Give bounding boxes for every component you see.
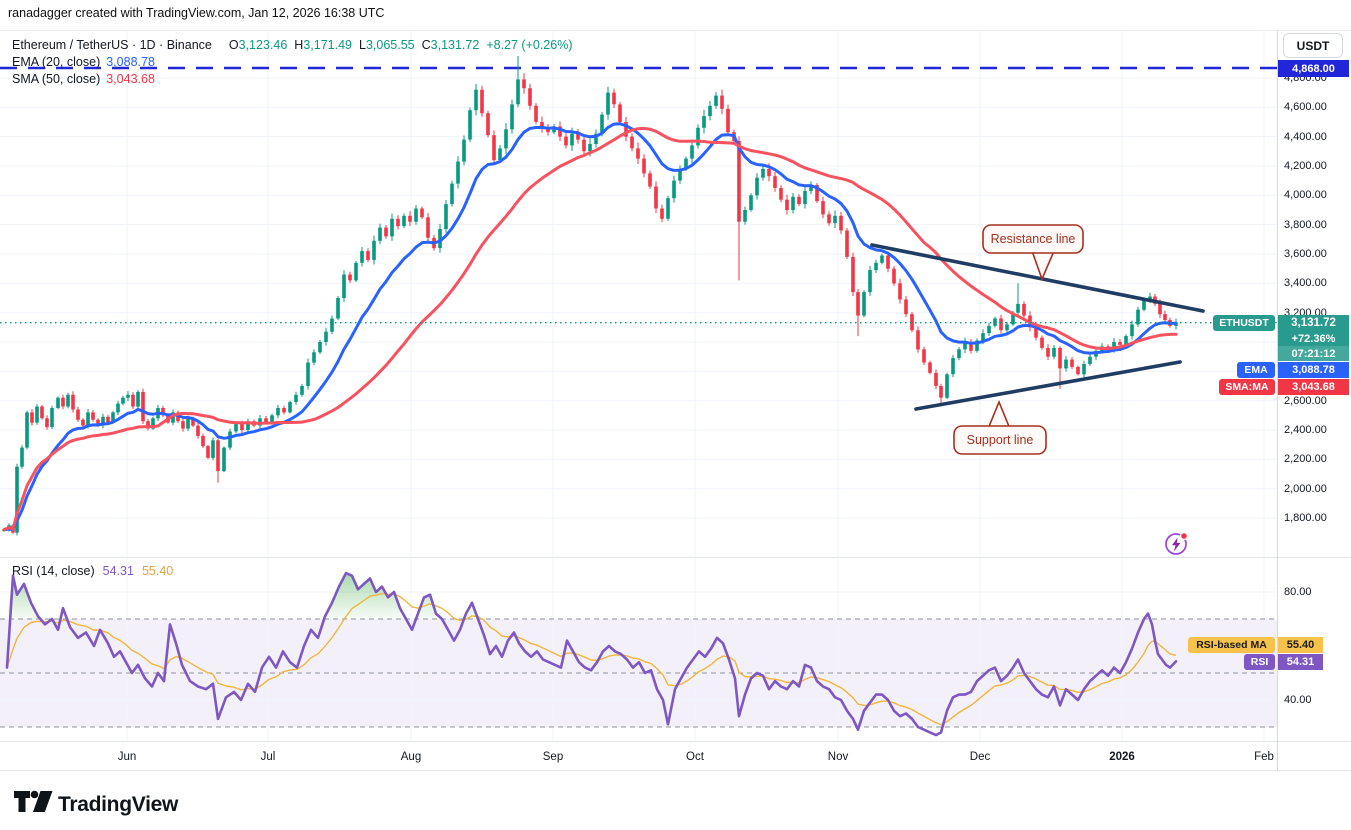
symbol-title: Ethereum / TetherUS · 1D · Binance xyxy=(12,38,212,52)
time-axis-label: Aug xyxy=(400,751,422,763)
support-trendline[interactable] xyxy=(914,360,1182,411)
rsi-pill: RSI xyxy=(1244,654,1275,670)
logo-wordmark: TradingView xyxy=(58,793,179,816)
header-divider xyxy=(0,30,1351,31)
price-axis-label: 1,800.00 xyxy=(1284,512,1327,524)
lightning-bolt-icon xyxy=(1172,537,1181,552)
rsi-ma-value-badge: 55.40 xyxy=(1278,637,1323,653)
logo-glyph-one xyxy=(14,791,30,812)
price-axis-border xyxy=(1277,30,1278,770)
currency-unit-button[interactable]: USDT xyxy=(1283,33,1343,58)
price-axis-label: 2,200.00 xyxy=(1284,453,1327,466)
price-axis-label: 2,000.00 xyxy=(1284,482,1327,495)
main-price-pane[interactable]: Resistance line Support line xyxy=(0,30,1277,558)
support-callout[interactable]: Support line xyxy=(953,399,1047,455)
price-axis-label: 3,600.00 xyxy=(1284,247,1327,260)
attribution-watermark: ranadagger created with TradingView.com,… xyxy=(8,6,385,20)
pane-separator[interactable] xyxy=(0,557,1351,558)
time-axis-label: Jul xyxy=(260,751,276,763)
rsi-line[interactable] xyxy=(5,571,1178,737)
time-axis-label: 2026 xyxy=(1109,751,1135,763)
time-axis-label: Sep xyxy=(542,751,564,763)
price-axis-label: 4,200.00 xyxy=(1284,159,1327,172)
ema-value: 3,088.78 xyxy=(106,55,155,69)
time-axis-label: Jun xyxy=(117,751,137,763)
change-percent-badge: +72.36% xyxy=(1278,331,1349,346)
time-axis-label: Feb xyxy=(1254,751,1274,763)
symbol-price-pill: ETHUSDT xyxy=(1213,315,1275,331)
sma-legend-row[interactable]: SMA (50, close) 3,043.68 xyxy=(12,71,572,88)
price-axis-label: 2,400.00 xyxy=(1284,423,1327,436)
chart-legend[interactable]: Ethereum / TetherUS · 1D · Binance O3,123… xyxy=(12,37,572,88)
time-axis-label: Oct xyxy=(686,751,704,763)
high-value: 3,171.49 xyxy=(303,38,352,52)
logo-glyph-seven xyxy=(33,791,53,812)
resistance-trendline[interactable] xyxy=(870,243,1205,313)
close-value: 3,131.72 xyxy=(430,38,480,52)
resistance-callout[interactable]: Resistance line xyxy=(982,224,1084,282)
low-value: 3,065.55 xyxy=(365,38,415,52)
rsi-value: 54.31 xyxy=(102,564,134,578)
ema-price-badge: 3,088.78 xyxy=(1278,362,1349,378)
sma-price-badge: 3,043.68 xyxy=(1278,379,1349,395)
svg-text:Support line: Support line xyxy=(967,433,1034,447)
price-axis-label: 4,400.00 xyxy=(1284,130,1327,143)
price-axis-label: 3,800.00 xyxy=(1284,218,1327,231)
time-axis-label: Nov xyxy=(827,751,849,763)
rsi-label: RSI (14, close) xyxy=(12,564,95,578)
ema-label: EMA (20, close) xyxy=(12,55,101,69)
rsi-legend-row[interactable]: RSI (14, close) 54.31 55.40 xyxy=(12,564,173,578)
rsi-axis-label: 80.00 xyxy=(1284,586,1312,598)
alert-price-badge[interactable]: 4,868.00 xyxy=(1278,60,1349,77)
sma-pill: SMA:MA xyxy=(1219,379,1275,395)
logo-glyph-dot xyxy=(30,790,39,799)
rsi-pane[interactable] xyxy=(0,558,1277,741)
change-value: +8.27 (+0.26%) xyxy=(486,38,573,52)
time-axis-label: Dec xyxy=(969,751,991,763)
price-axis-label: 4,000.00 xyxy=(1284,189,1327,202)
sma-value: 3,043.68 xyxy=(106,72,155,86)
open-label: O xyxy=(228,38,239,52)
sma50-line[interactable] xyxy=(2,126,1178,532)
bar-countdown-badge: 07:21:12 xyxy=(1278,346,1349,361)
last-price-badge: 3,131.72 xyxy=(1278,315,1349,331)
price-axis-label: 3,400.00 xyxy=(1284,277,1327,290)
high-label: H xyxy=(294,38,304,52)
sma-label: SMA (50, close) xyxy=(12,72,101,86)
tradingview-logo[interactable]: TradingView xyxy=(12,786,242,822)
price-axis-label: 4,600.00 xyxy=(1284,101,1327,114)
symbol-legend-row[interactable]: Ethereum / TetherUS · 1D · Binance O3,123… xyxy=(12,37,572,54)
timeaxis-bottom-border xyxy=(0,770,1351,771)
candlestick-series xyxy=(2,56,1178,536)
rsi-value-badge: 54.31 xyxy=(1278,654,1323,670)
open-value: 3,123.46 xyxy=(238,38,288,52)
rsi-bottom-separator[interactable] xyxy=(0,741,1351,742)
rsi-ma-pill: RSI-based MA xyxy=(1188,637,1275,653)
rsi-axis-label: 40.00 xyxy=(1284,694,1312,706)
notification-dot xyxy=(1180,531,1189,541)
svg-text:Resistance line: Resistance line xyxy=(991,232,1076,246)
low-label: L xyxy=(358,38,366,52)
close-label: C xyxy=(421,38,431,52)
flash-ideas-icon[interactable] xyxy=(1163,530,1190,557)
ema-legend-row[interactable]: EMA (20, close) 3,088.78 xyxy=(12,54,572,71)
rsi-ma-value: 55.40 xyxy=(141,564,174,578)
ema-pill: EMA xyxy=(1237,362,1275,378)
price-axis-label: 2,600.00 xyxy=(1284,394,1327,407)
